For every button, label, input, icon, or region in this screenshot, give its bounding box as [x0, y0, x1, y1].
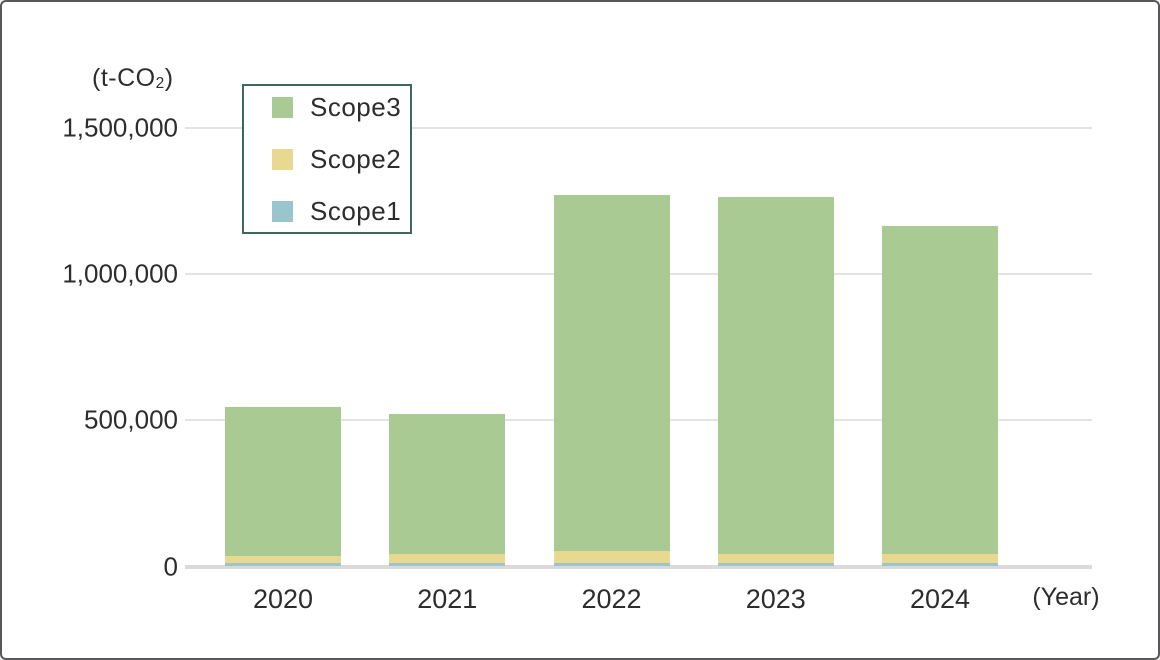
bar-segment-scope1-2024: [882, 563, 998, 566]
x-tick-label-2024: 2024: [909, 584, 971, 614]
bar-segment-scope1-2020: [225, 563, 341, 566]
bar-segment-scope3-2022: [553, 195, 670, 552]
y-axis-unit-subscript: 2: [155, 75, 165, 92]
legend-label-scope3: Scope3: [310, 91, 402, 122]
bar-segment-scope1-2022: [553, 563, 670, 566]
legend-swatch-scope1: [272, 200, 293, 222]
y-axis-unit-label: (t-CO2): [92, 64, 174, 93]
y-tick-label-1000000: 1,000,000: [62, 258, 178, 289]
legend-swatch-scope2: [272, 148, 293, 170]
legend-item-scope3: Scope3: [272, 92, 410, 123]
legend-label-scope1: Scope1: [310, 195, 402, 226]
legend-swatch-scope3: [272, 96, 293, 118]
bar-segment-scope2-2023: [717, 554, 834, 564]
bar-segment-scope3-2021: [389, 414, 506, 555]
bar-segment-scope1-2023: [717, 563, 834, 566]
x-tick-label-2022: 2022: [581, 584, 642, 614]
bar-segment-scope3-2020: [225, 406, 341, 556]
bar-segment-scope2-2022: [553, 551, 670, 564]
bar-segment-scope1-2021: [389, 563, 506, 566]
x-tick-label-2021: 2021: [417, 584, 478, 614]
y-axis-unit-suffix: ): [164, 64, 174, 92]
bar-segment-scope3-2024: [882, 225, 998, 555]
bar-segment-scope2-2020: [225, 555, 341, 564]
y-axis-unit-prefix: (t-CO: [92, 64, 156, 92]
legend-item-scope1: Scope1: [272, 196, 410, 227]
x-axis-unit-label: (Year): [1032, 583, 1100, 611]
x-axis-line: [185, 565, 1092, 569]
bar-segment-scope2-2024: [882, 554, 998, 564]
bar-segment-scope2-2021: [389, 554, 506, 564]
y-tick-label-500000: 500,000: [84, 404, 178, 435]
x-tick-label-2023: 2023: [745, 584, 806, 614]
legend-item-scope2: Scope2: [272, 144, 410, 175]
x-tick-label-2020: 2020: [252, 584, 314, 614]
y-tick-label-0: 0: [163, 551, 178, 582]
y-tick-label-1500000: 1,500,000: [62, 112, 178, 143]
legend: Scope3 Scope2 Scope1: [242, 84, 412, 234]
legend-label-scope2: Scope2: [310, 143, 402, 174]
gridline-1500000: [185, 127, 1092, 129]
bar-segment-scope3-2023: [717, 196, 834, 555]
